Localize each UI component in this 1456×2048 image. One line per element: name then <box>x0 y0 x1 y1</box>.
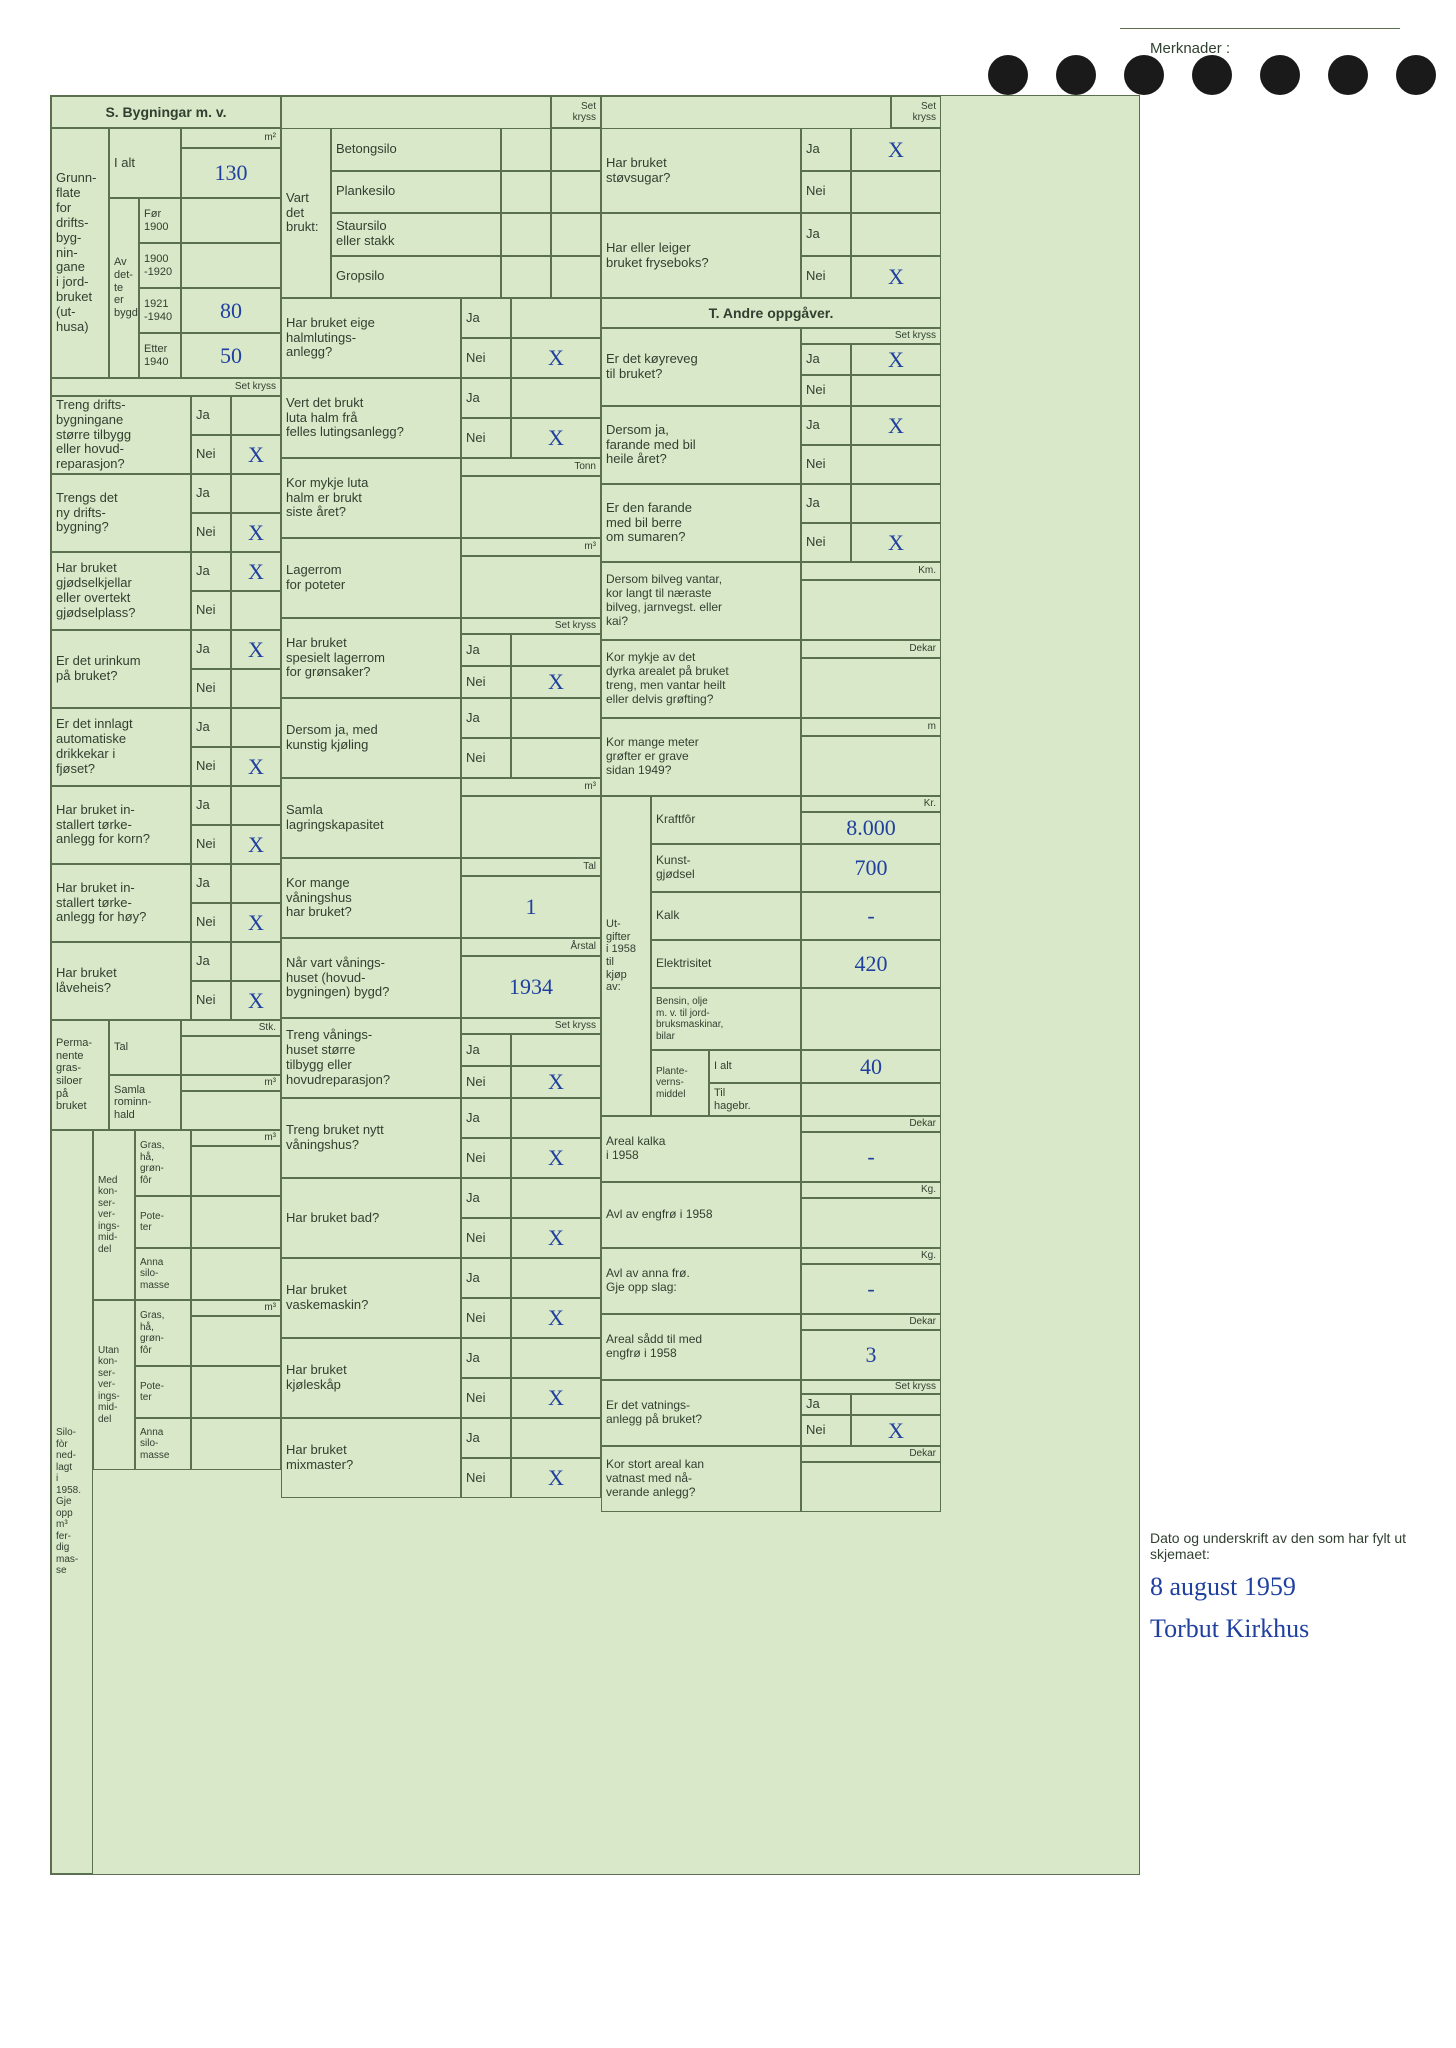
top-rule <box>1120 28 1400 29</box>
merknader-label: Merknader : <box>1150 40 1410 57</box>
ialt-value[interactable]: 130 <box>181 148 281 198</box>
m2-unit: m² <box>181 128 281 148</box>
grunnflate-lead: Grunn- flate for drifts- byg- nin- gane … <box>51 128 109 378</box>
perm-silo-lead: Perma- nente gras- siloer på bruket <box>51 1020 109 1130</box>
section-t-title: T. Andre oppgåver. <box>601 298 941 328</box>
vart-brukt-lead: Vart det brukt: <box>281 128 331 298</box>
signature-block: Dato og underskrift av den som har fylt … <box>1150 1530 1410 1646</box>
set-kryss-left: Set kryss <box>51 378 281 396</box>
silofor-lead: Silo- fòr ned- lagt i 1958. Gje opp m³ f… <box>51 1130 93 1874</box>
form-page: S. Bygningar m. v. Set kryss Set kryss G… <box>50 95 1140 1875</box>
set-kryss-hdr: Set kryss <box>551 96 601 128</box>
sig-label: Dato og underskrift av den som har fylt … <box>1150 1530 1410 1562</box>
merknader-area: Merknader : <box>1150 40 1410 57</box>
utgifter-lead: Ut- gifter i 1958 til kjøp av: <box>601 796 651 1116</box>
ialt-label: I alt <box>109 128 181 198</box>
section-s-title: S. Bygningar m. v. <box>51 96 281 128</box>
sig-name[interactable]: Torbut Kirkhus <box>1150 1612 1410 1646</box>
avdette: Av det- te er bygd <box>109 198 139 378</box>
set-kryss-hdr2: Set kryss <box>891 96 941 128</box>
binder-holes <box>988 55 1436 95</box>
sig-date[interactable]: 8 august 1959 <box>1150 1570 1410 1604</box>
